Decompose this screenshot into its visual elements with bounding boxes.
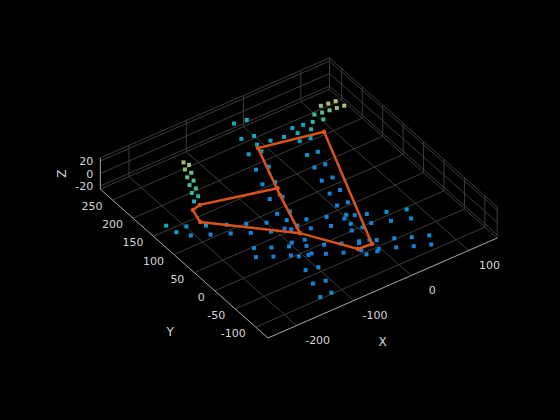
- svg-text:50: 50: [170, 273, 184, 286]
- svg-text:-100: -100: [362, 309, 387, 322]
- svg-text:Z: Z: [55, 169, 69, 177]
- svg-text:-100: -100: [221, 327, 246, 340]
- svg-text:-20: -20: [75, 180, 93, 193]
- svg-text:0: 0: [86, 168, 93, 181]
- svg-text:X: X: [378, 335, 386, 349]
- svg-text:100: 100: [143, 255, 164, 268]
- svg-text:0: 0: [198, 291, 205, 304]
- svg-text:0: 0: [429, 284, 436, 297]
- svg-text:-50: -50: [207, 309, 225, 322]
- svg-text:Y: Y: [165, 325, 174, 339]
- svg-text:250: 250: [82, 200, 103, 213]
- svg-text:20: 20: [79, 155, 93, 168]
- svg-text:150: 150: [122, 236, 143, 249]
- svg-text:-200: -200: [305, 334, 330, 347]
- svg-text:200: 200: [102, 218, 123, 231]
- svg-text:100: 100: [479, 259, 500, 272]
